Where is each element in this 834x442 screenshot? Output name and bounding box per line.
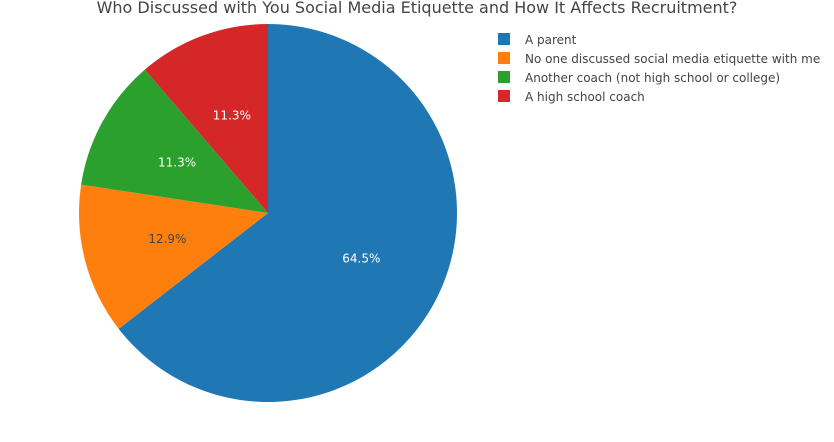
legend-label-4: A high school coach (525, 90, 645, 104)
pie-slice-1 (118, 24, 457, 403)
pie-slices (79, 24, 457, 403)
chart-title: Who Discussed with You Social Media Etiq… (97, 0, 738, 17)
legend-label-3: Another coach (not high school or colleg… (525, 71, 780, 85)
legend-label-1: A parent (525, 33, 577, 47)
legend-item-2[interactable]: No one discussed social media etiquette … (498, 52, 820, 66)
pie-slice-2 (79, 184, 268, 329)
legend-swatch-3 (498, 71, 510, 83)
legend-label-2: No one discussed social media etiquette … (525, 52, 820, 66)
legend-swatch-2 (498, 52, 510, 64)
slice-label-3: 11.3% (158, 156, 196, 170)
legend-swatch-4 (498, 90, 510, 102)
slice-label-4: 11.3% (213, 109, 251, 123)
legend-item-1[interactable]: A parent (498, 33, 577, 47)
legend: A parent No one discussed social media et… (498, 33, 820, 104)
legend-item-4[interactable]: A high school coach (498, 90, 645, 104)
slice-label-1: 64.5% (342, 252, 380, 266)
slice-label-2: 12.9% (148, 232, 186, 246)
legend-swatch-1 (498, 33, 510, 45)
pie-slice-3 (81, 69, 268, 213)
slice-labels: 64.5% 12.9% 11.3% 11.3% (148, 109, 380, 266)
legend-item-3[interactable]: Another coach (not high school or colleg… (498, 71, 780, 85)
pie-slice-4 (144, 24, 268, 213)
